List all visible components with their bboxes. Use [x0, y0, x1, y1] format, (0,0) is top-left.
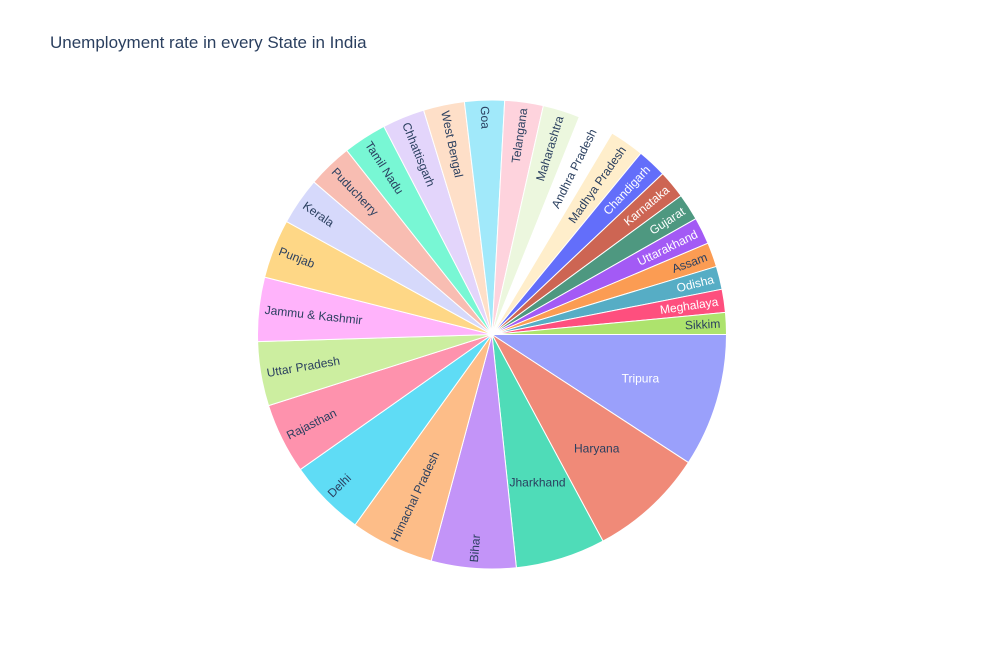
- pie-slice-haryana[interactable]: [491, 334, 690, 542]
- slice-label-tripura: Tripura: [622, 372, 660, 386]
- slice-label-sikkim: Sikkim: [685, 317, 721, 333]
- pie-slice-sikkim[interactable]: [491, 311, 728, 335]
- slice-label-jharkhand: Jharkhand: [510, 475, 566, 489]
- chart-title: Unemployment rate in every State in Indi…: [50, 33, 367, 52]
- slice-label-haryana: Haryana: [574, 441, 620, 455]
- pie-slice-tripura[interactable]: [490, 334, 728, 464]
- slice-label-goa: Goa: [478, 106, 493, 129]
- slice-label-bihar: Bihar: [467, 534, 483, 563]
